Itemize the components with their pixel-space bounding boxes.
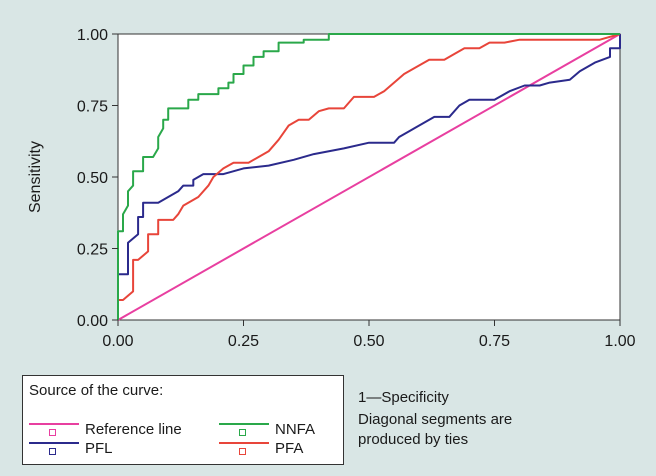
legend-entry-reference-line: Reference line <box>23 421 183 447</box>
series-line-pfa <box>117 33 621 320</box>
legend-marker-pfl <box>49 448 56 455</box>
y-tick-label: 0.00 <box>77 313 108 330</box>
x-tick-label: 0.75 <box>479 333 510 350</box>
x-tick-label: 0.25 <box>228 333 259 350</box>
x-tick-label: 0.50 <box>353 333 384 350</box>
x-tick-label: 0.00 <box>102 333 133 350</box>
axis-layer: 0.00 0.00 0.25 0.25 0.50 0.50 0.75 0.75 1.00 1.00 <box>77 27 636 350</box>
legend-label-reference: Reference line <box>85 421 182 438</box>
chart-notes: 1—Specificity Diagonal segments are prod… <box>358 388 638 450</box>
legend-title: Source of the curve: <box>29 382 164 399</box>
legend-label-nnfa: NNFA <box>275 421 316 438</box>
y-tick-label: 0.50 <box>77 170 108 187</box>
x-tick-label: 1.00 <box>604 333 635 350</box>
legend: Source of the curve: Reference line PFL … <box>22 375 344 465</box>
legend-line-pfa <box>219 442 269 444</box>
legend-line-reference <box>29 423 79 425</box>
series-layer <box>117 33 621 321</box>
legend-entry-pfa: PFA <box>213 440 373 466</box>
y-axis-title: Sensitivity <box>27 141 44 213</box>
series-line-pfl <box>117 34 621 320</box>
legend-line-nnfa <box>219 423 269 425</box>
legend-marker-reference <box>49 429 56 436</box>
legend-entry-nnfa: NNFA <box>213 421 373 447</box>
legend-label-pfa: PFA <box>275 440 304 457</box>
series-line-reference-line <box>117 33 621 321</box>
legend-entry-pfl: PFL <box>23 440 183 466</box>
note-line-1: Diagonal segments are <box>358 411 513 428</box>
legend-line-pfl <box>29 442 79 444</box>
series-line-nnfa <box>117 33 620 320</box>
y-tick-label: 0.75 <box>77 99 108 116</box>
y-tick-label: 1.00 <box>77 27 108 44</box>
legend-marker-pfa <box>239 448 246 455</box>
y-tick-label: 0.25 <box>77 242 108 259</box>
x-axis-title: 1—Specificity <box>358 389 449 406</box>
note-line-2: produced by ties <box>358 431 469 448</box>
legend-marker-nnfa <box>239 429 246 436</box>
legend-label-pfl: PFL <box>85 440 113 457</box>
